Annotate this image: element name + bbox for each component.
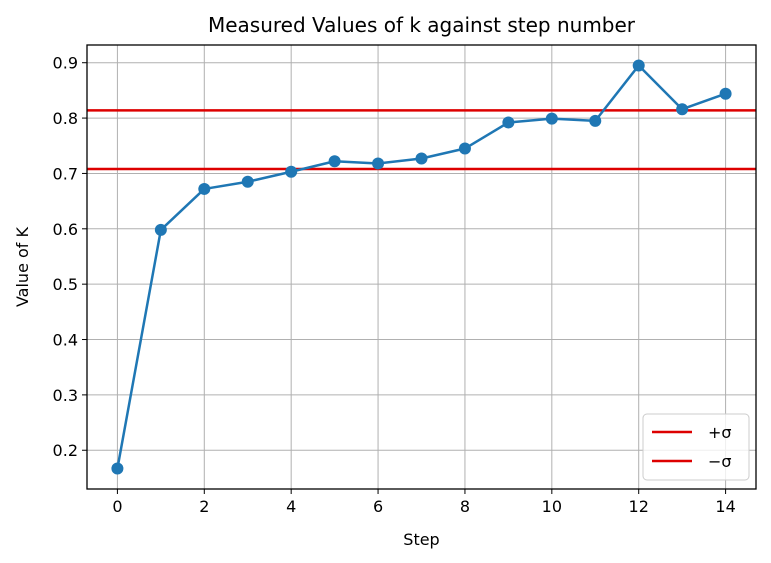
y-tick-label: 0.7 [53,164,78,183]
legend: +σ −σ [642,413,750,481]
data-point [328,155,341,168]
x-tick-label: 2 [199,497,209,516]
chart-title: Measured Values of k against step number [208,13,636,37]
x-tick-label: 10 [542,497,562,516]
data-point [458,142,471,155]
data-point [111,462,124,475]
grid [87,45,756,489]
data-point [589,114,602,127]
y-tick-label: 0.6 [53,220,78,239]
data-point [676,103,689,116]
legend-label-plus-sigma: +σ [708,423,732,442]
data-series [111,59,732,475]
y-tick-label: 0.8 [53,109,78,128]
x-tick-label: 8 [460,497,470,516]
data-point [719,87,732,100]
reference-lines [87,109,756,171]
data-point [241,175,254,188]
legend-box [642,413,750,481]
data-point [372,157,385,170]
data-point [198,182,211,195]
y-tick-label: 0.9 [53,54,78,73]
y-tick-label: 0.5 [53,275,78,294]
data-point [545,112,558,125]
legend-label-minus-sigma: −σ [708,452,732,471]
axis-ticks: 0 2 4 6 8 10 12 14 0.2 0.3 0.4 0.5 0.6 0.7 0.8 0.9 [53,54,736,516]
data-point [415,152,428,165]
y-axis-label: Value of K [13,226,32,307]
data-point [502,116,515,129]
y-tick-label: 0.2 [53,441,78,460]
x-axis-label: Step [403,530,439,549]
data-point [285,165,298,178]
data-point [154,223,167,236]
x-tick-label: 6 [373,497,383,516]
plot-frame [86,44,757,490]
data-point [632,59,645,72]
y-tick-label: 0.3 [53,386,78,405]
x-tick-label: 14 [715,497,735,516]
x-tick-label: 0 [112,497,122,516]
x-tick-label: 4 [286,497,296,516]
y-tick-label: 0.4 [53,331,78,350]
x-tick-label: 12 [629,497,649,516]
